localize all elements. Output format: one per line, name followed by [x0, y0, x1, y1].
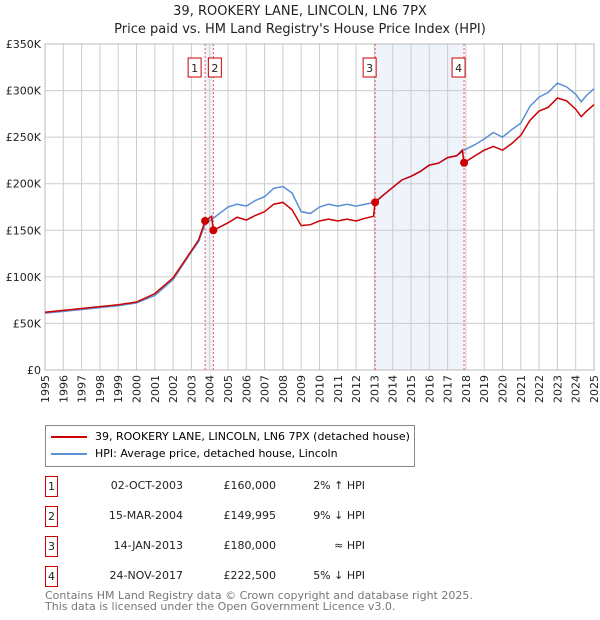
event-number: 1: [45, 476, 58, 497]
y-tick-label: £350K: [6, 38, 42, 51]
y-tick-label: £100K: [6, 271, 42, 284]
y-tick-label: £300K: [6, 85, 42, 98]
x-tick-label: 2015: [405, 375, 418, 403]
event-label: 2: [211, 62, 218, 75]
hpi-line: [44, 82, 595, 314]
table-row: 1 02-OCT-2003 £160,000 2% ↑ HPI: [45, 476, 445, 497]
x-tick-label: 1996: [57, 375, 70, 403]
chart-subtitle: Price paid vs. HM Land Registry's House …: [114, 22, 486, 37]
event-date: 02-OCT-2003: [110, 479, 183, 492]
table-row: 2 15-MAR-2004 £149,995 9% ↓ HPI: [45, 506, 445, 527]
x-tick-label: 2012: [350, 375, 363, 403]
sale-point: [460, 158, 469, 167]
legend: 39, ROOKERY LANE, LINCOLN, LN6 7PX (deta…: [45, 425, 415, 467]
x-tick-label: 2013: [368, 375, 381, 403]
event-label-box: [362, 57, 377, 78]
table-row: 3 14-JAN-2013 £180,000 ≈ HPI: [45, 536, 445, 557]
event-price: £180,000: [223, 539, 277, 552]
x-tick-label: 2011: [332, 375, 345, 403]
x-tick-label: 1998: [94, 375, 107, 403]
footer-line-2: This data is licensed under the Open Gov…: [45, 600, 396, 613]
x-tick-label: 2023: [551, 375, 564, 403]
x-tick-label: 1997: [76, 375, 89, 403]
y-tick-label: £150K: [6, 224, 42, 237]
x-tick-label: 2007: [259, 375, 272, 403]
legend-item-price: 39, ROOKERY LANE, LINCOLN, LN6 7PX (deta…: [51, 430, 410, 443]
x-tick-label: 2014: [387, 375, 400, 403]
event-label-box: [451, 57, 466, 78]
event-number: 4: [45, 566, 58, 587]
legend-swatch-price: [51, 435, 87, 438]
legend-label-price: 39, ROOKERY LANE, LINCOLN, LN6 7PX (deta…: [95, 430, 410, 443]
legend-label-hpi: HPI: Average price, detached house, Linc…: [95, 447, 338, 460]
chart-title: 39, ROOKERY LANE, LINCOLN, LN6 7PX: [173, 4, 427, 19]
x-tick-label: 2010: [314, 375, 327, 403]
event-date: 24-NOV-2017: [109, 569, 183, 582]
event-date: 14-JAN-2013: [113, 539, 183, 552]
event-price: £149,995: [223, 509, 277, 522]
event-hpi-relation: 5% ↓ HPI: [313, 569, 365, 582]
x-tick-label: 2000: [131, 375, 144, 403]
table-row: 4 24-NOV-2017 £222,500 5% ↓ HPI: [45, 566, 445, 587]
x-tick-label: 1999: [112, 375, 125, 403]
x-tick-label: 2017: [442, 375, 455, 403]
x-tick-label: 2004: [204, 375, 217, 403]
event-price: £222,500: [223, 569, 277, 582]
plot-frame: [44, 43, 595, 371]
x-tick-label: 2002: [167, 375, 180, 403]
x-tick-label: 2003: [185, 375, 198, 403]
y-tick-label: £200K: [6, 178, 42, 191]
event-label-box: [207, 57, 222, 78]
price-paid-line: [44, 97, 595, 313]
footer: Contains HM Land Registry data © Crown c…: [45, 590, 473, 612]
x-tick-label: 2019: [478, 375, 491, 403]
x-tick-label: 2005: [222, 375, 235, 403]
x-tick-label: 2025: [588, 375, 600, 403]
x-tick-label: 2016: [423, 375, 436, 403]
sale-point: [201, 216, 210, 225]
event-number: 3: [45, 536, 58, 557]
x-tick-label: 2021: [515, 375, 528, 403]
legend-item-hpi: HPI: Average price, detached house, Linc…: [51, 447, 338, 460]
event-hpi-relation: 9% ↓ HPI: [313, 509, 365, 522]
event-date: 15-MAR-2004: [108, 509, 183, 522]
event-label: 1: [191, 62, 198, 75]
event-hpi-relation: ≈ HPI: [334, 539, 365, 552]
footer-line-1: Contains HM Land Registry data © Crown c…: [45, 589, 473, 602]
event-label: 4: [455, 62, 462, 75]
sale-point: [371, 198, 380, 207]
chart: 1995 1996 1997 1998 1999 2000 2001 2002 2003 2004…: [6, 38, 600, 403]
shaded-period: [375, 44, 465, 370]
event-label: 3: [366, 62, 373, 75]
y-tick-label: £0: [27, 364, 41, 377]
x-tick-label: 2009: [295, 375, 308, 403]
legend-swatch-hpi: [51, 452, 87, 455]
x-tick-label: 2020: [497, 375, 510, 403]
x-tick-label: 2018: [460, 375, 473, 403]
event-price: £160,000: [223, 479, 277, 492]
y-tick-label: £50K: [13, 317, 42, 330]
x-tick-label: 2001: [149, 375, 162, 403]
x-tick-label: 1995: [39, 375, 52, 403]
x-tick-label: 2024: [570, 375, 583, 403]
x-tick-label: 2022: [533, 375, 546, 403]
x-tick-label: 2008: [277, 375, 290, 403]
event-hpi-relation: 2% ↑ HPI: [313, 479, 365, 492]
y-tick-label: £250K: [6, 131, 42, 144]
event-label-box: [187, 57, 202, 78]
sale-point: [209, 226, 218, 235]
x-tick-label: 2006: [240, 375, 253, 403]
event-number: 2: [45, 506, 58, 527]
